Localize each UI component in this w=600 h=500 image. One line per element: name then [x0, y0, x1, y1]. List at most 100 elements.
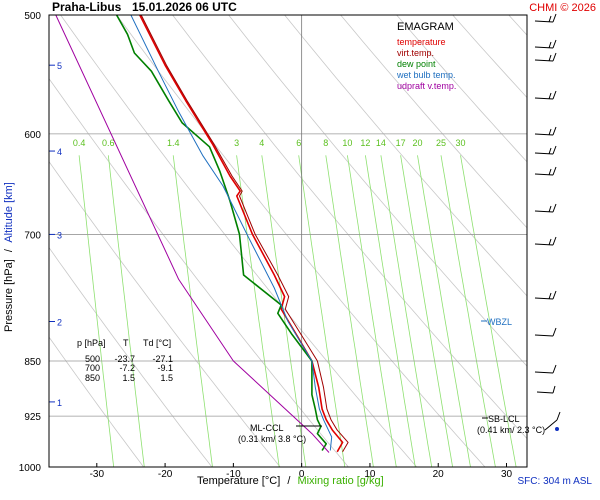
plot-frame: [48, 14, 528, 468]
wind-barb-icon: [534, 364, 557, 374]
sfc-label: SFC: 304 m ASL: [518, 476, 593, 487]
table-header-t: T: [123, 338, 129, 348]
series-dew-point-line: [115, 15, 327, 451]
mixing-ratio-line: [460, 155, 517, 467]
legend-item-temperature: temperature: [397, 37, 446, 47]
wind-barb-icon: [534, 327, 557, 337]
wind-barb-icon: [534, 166, 557, 176]
pressure-tick-label: 850: [24, 357, 41, 368]
table-cell: 1.5: [122, 373, 135, 383]
altitude-tick-label: 1: [57, 398, 62, 408]
marks-layer: 0.4 0.6 1.4 3 4 6 8 10 12 14 17 20 25 305006007008509…: [19, 11, 513, 480]
pressure-tick-label: 700: [24, 230, 41, 241]
wind-barb-station-icon: [555, 427, 559, 431]
mixing-ratio-line: [172, 155, 213, 467]
wind-barb-icon: [534, 145, 557, 155]
ml-ccl-label: ML-CCL: [250, 423, 284, 433]
mixing-ratio-line: [325, 155, 374, 467]
mixing-ratio-label: 0.4: [73, 138, 86, 148]
dry-adiabat-line: [284, 15, 527, 297]
table-cell: 500: [85, 354, 100, 364]
pressure-tick-label: 925: [24, 412, 41, 423]
legend-title: EMAGRAM: [397, 21, 454, 33]
plot-area: [49, 15, 527, 467]
table-cell: 1.5: [160, 373, 173, 383]
mixing-ratio-line: [347, 155, 397, 467]
table-cell: -7.2: [119, 363, 135, 373]
dry-adiabat-line: [49, 160, 281, 467]
mixing-ratio-line: [261, 155, 307, 467]
mixing-ratio-label: 12: [360, 138, 370, 148]
pressure-tick-label: 500: [24, 11, 41, 22]
wind-barb-icon: [544, 411, 561, 431]
wbzl-annotation: WBZL: [481, 317, 512, 327]
mixing-ratio-label: 3: [234, 138, 239, 148]
wind-barb-icon: [534, 236, 557, 246]
x-axis-temperature-label: Temperature [°C]: [197, 475, 280, 487]
wind-barb-icon: [534, 52, 557, 62]
ml-ccl-annotation: ML-CCL (0.31 km/ 3.8 °C): [238, 423, 322, 444]
legend-item-updraft: udpraft v.temp.: [397, 81, 456, 91]
wind-barb-icon: [534, 290, 557, 300]
temperature-tick-label: 30: [501, 469, 513, 480]
mixing-ratio-label: 4: [259, 138, 264, 148]
mixing-ratio-line: [440, 155, 496, 467]
mixing-ratio-label: 10: [342, 138, 352, 148]
altitude-tick-label: 5: [57, 61, 62, 71]
y-axis-sep: /: [3, 248, 15, 252]
wind-barb-icon: [534, 39, 557, 49]
mixing-ratio-line: [417, 155, 471, 467]
mixing-ratio-label: 14: [376, 138, 386, 148]
datetime: 15.01.2026 06 UTC: [132, 0, 237, 14]
mixing-ratio-line: [380, 155, 433, 467]
sounding-table: p [hPa] T Td [°C] 500 -23.7 -27.1 700 -7…: [77, 338, 173, 383]
series-virt-temp-line: [140, 15, 349, 453]
mixing-ratio-label: 20: [412, 138, 422, 148]
credit: CHMI © 2026: [529, 2, 596, 14]
mixing-ratio-label: 8: [323, 138, 328, 148]
series-temperature-line: [139, 15, 344, 453]
altitude-tick-label: 4: [57, 147, 62, 157]
wind-barb-icon: [534, 203, 557, 213]
temperature-tick-label: -10: [226, 469, 241, 480]
mixing-ratio-label: 0.6: [102, 138, 115, 148]
mixing-ratio-label: 1.4: [167, 138, 180, 148]
series-wet-bulb-temp-line: [130, 15, 333, 451]
y-axis-title: Pressure [hPa] / Altitude [km]: [3, 182, 15, 332]
grid-layer: [49, 15, 600, 467]
temperature-tick-label: 10: [364, 469, 376, 480]
dry-adiabat-line: [565, 15, 600, 467]
legend-item-dew-point: dew point: [397, 59, 436, 69]
dry-adiabat-line: [49, 336, 144, 467]
sb-lcl-value: (0.41 km/ 2.3 °C): [477, 425, 545, 435]
dry-adiabat-line: [172, 15, 527, 440]
dry-adiabat-line: [49, 246, 213, 467]
pressure-tick-label: 600: [24, 130, 41, 141]
altitude-tick-label: 2: [57, 318, 62, 328]
mixing-ratio-line: [298, 155, 346, 467]
temperature-tick-label: -30: [90, 469, 105, 480]
dry-adiabat-line: [228, 15, 527, 367]
table-cell: -23.7: [114, 354, 135, 364]
dry-adiabat-line: [340, 15, 527, 229]
table-cell: 850: [85, 373, 100, 383]
pressure-tick-label: 1000: [19, 463, 42, 474]
y-axis-pressure-label: Pressure [hPa]: [3, 259, 15, 332]
ml-ccl-value: (0.31 km/ 3.8 °C): [238, 434, 306, 444]
temperature-tick-label: 20: [433, 469, 445, 480]
wind-barb-icon: [534, 13, 557, 23]
sb-lcl-annotation: SB-LCL (0.41 km/ 2.3 °C): [477, 414, 545, 435]
dry-adiabat-line: [396, 15, 527, 163]
dry-adiabat-line: [60, 15, 418, 467]
x-axis-title: Temperature [°C] / Mixing ratio [g/kg]: [197, 475, 384, 487]
mixing-ratio-line: [236, 155, 280, 467]
wind-barbs: [534, 13, 561, 431]
mixing-ratio-line: [400, 155, 453, 467]
mixing-ratio-label: 25: [436, 138, 446, 148]
table-cell: -9.1: [157, 363, 173, 373]
table-header-td: Td [°C]: [143, 338, 171, 348]
mixing-ratio-line: [78, 155, 115, 467]
table-cell: 700: [85, 363, 100, 373]
mixing-ratio-label: 30: [455, 138, 465, 148]
